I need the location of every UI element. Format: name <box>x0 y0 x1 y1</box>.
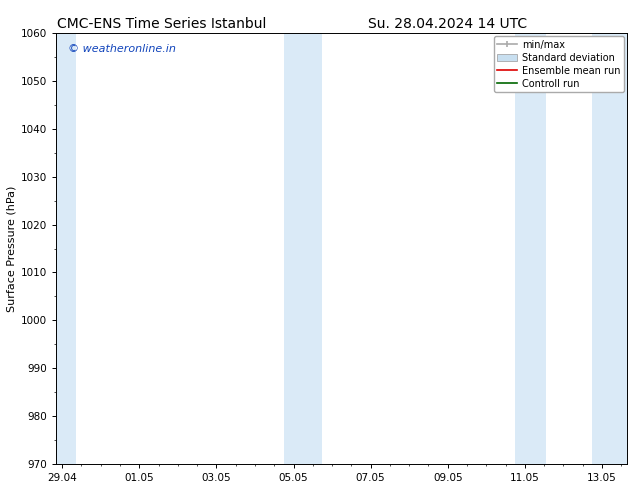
Legend: min/max, Standard deviation, Ensemble mean run, Controll run: min/max, Standard deviation, Ensemble me… <box>493 36 624 93</box>
Bar <box>284 33 323 464</box>
Text: CMC-ENS Time Series Istanbul: CMC-ENS Time Series Istanbul <box>57 17 266 31</box>
Y-axis label: Surface Pressure (hPa): Surface Pressure (hPa) <box>7 185 17 312</box>
Text: Su. 28.04.2024 14 UTC: Su. 28.04.2024 14 UTC <box>368 17 527 31</box>
Bar <box>515 33 546 464</box>
Text: © weatheronline.in: © weatheronline.in <box>68 44 176 54</box>
Bar <box>592 33 627 464</box>
Bar <box>56 33 75 464</box>
